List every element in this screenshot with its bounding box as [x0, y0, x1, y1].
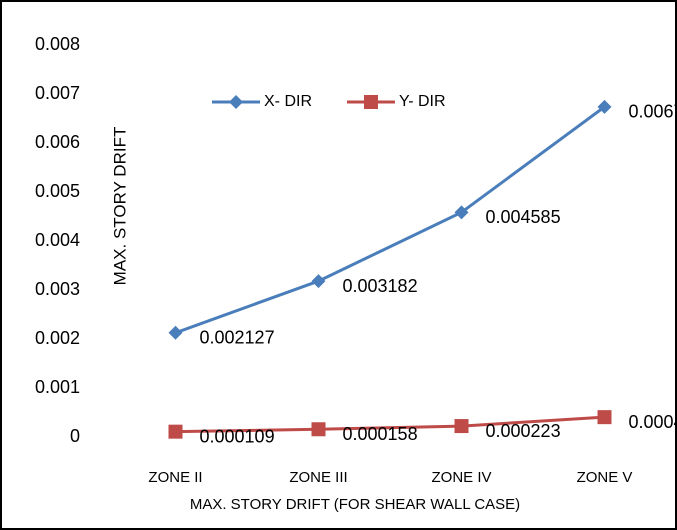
data-point	[168, 424, 183, 439]
y-tick-label: 0.008	[35, 34, 80, 54]
data-label: 0.002127	[200, 328, 275, 348]
x-tick-label: ZONE V	[577, 469, 633, 486]
legend-marker	[229, 95, 243, 109]
y-tick-label: 0.006	[35, 132, 80, 152]
y-tick-label: 0.005	[35, 181, 80, 201]
y-tick-label: 0.004	[35, 230, 80, 250]
data-label: 0.003182	[343, 276, 418, 296]
data-label: 0.006737	[629, 102, 677, 122]
data-point	[454, 205, 469, 220]
data-label: 0.000405	[629, 412, 677, 432]
legend-label: X- DIR	[264, 93, 312, 110]
data-label: 0.004585	[486, 207, 561, 227]
x-tick-label: ZONE II	[148, 469, 202, 486]
legend-marker	[364, 95, 378, 109]
x-tick-label: ZONE III	[289, 469, 347, 486]
data-label: 0.000109	[200, 426, 275, 446]
data-point	[454, 419, 469, 434]
data-label: 0.000223	[486, 421, 561, 441]
x-axis-title: MAX. STORY DRIFT (FOR SHEAR WALL CASE)	[190, 496, 520, 513]
data-point	[597, 410, 612, 425]
y-tick-label: 0.003	[35, 279, 80, 299]
y-tick-label: 0.001	[35, 377, 80, 397]
x-tick-label: ZONE IV	[431, 469, 491, 486]
legend-label: Y- DIR	[399, 93, 446, 110]
data-point	[597, 99, 612, 114]
y-axis-title: MAX. STORY DRIFT	[110, 127, 129, 286]
data-point	[311, 422, 326, 437]
data-label: 0.000158	[343, 424, 418, 444]
y-tick-label: 0.007	[35, 83, 80, 103]
y-tick-label: 0	[70, 426, 80, 446]
series-line	[175, 415, 605, 434]
series-line	[174, 105, 606, 335]
y-tick-label: 0.002	[35, 328, 80, 348]
data-point	[168, 325, 183, 340]
data-point	[311, 274, 326, 289]
